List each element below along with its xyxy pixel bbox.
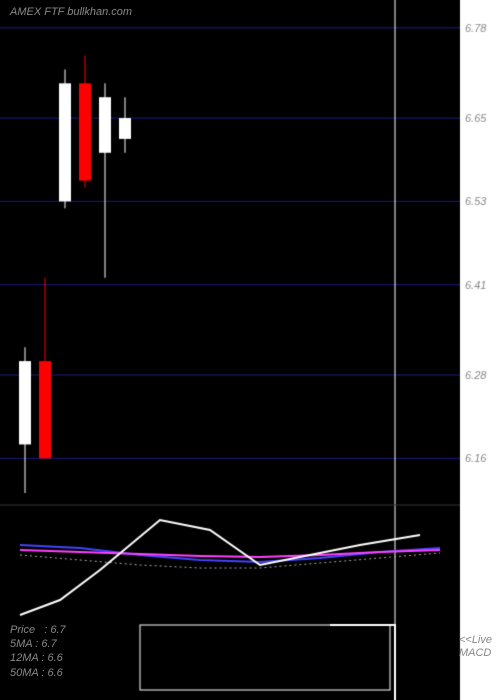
ma5-label: 5MA: [10, 638, 32, 650]
ma12-stat: 12MA : 6.6: [10, 651, 66, 665]
live-macd-label: <<Live MACD: [459, 634, 492, 660]
chart-container: AMEX FTF bullkhan.com Price : 6.7 5MA : …: [0, 0, 500, 700]
ma12-label: 12MA: [10, 652, 38, 664]
price-value: : 6.7: [44, 624, 65, 636]
price-label: Price: [10, 624, 35, 636]
stock-chart-canvas: [0, 0, 500, 700]
ma5-stat: 5MA : 6.7: [10, 637, 66, 651]
stats-block: Price : 6.7 5MA : 6.7 12MA : 6.6 50MA : …: [10, 623, 66, 680]
ma50-stat: 50MA : 6.6: [10, 666, 66, 680]
price-stat: Price : 6.7: [10, 623, 66, 637]
chart-header: AMEX FTF bullkhan.com: [10, 6, 132, 18]
ma50-label: 50MA: [10, 667, 38, 679]
live-macd-line2: MACD: [459, 647, 492, 660]
ma12-value: : 6.6: [41, 652, 62, 664]
ma5-value: : 6.7: [35, 638, 56, 650]
live-macd-line1: <<Live: [459, 634, 492, 647]
ma50-value: : 6.6: [41, 667, 62, 679]
